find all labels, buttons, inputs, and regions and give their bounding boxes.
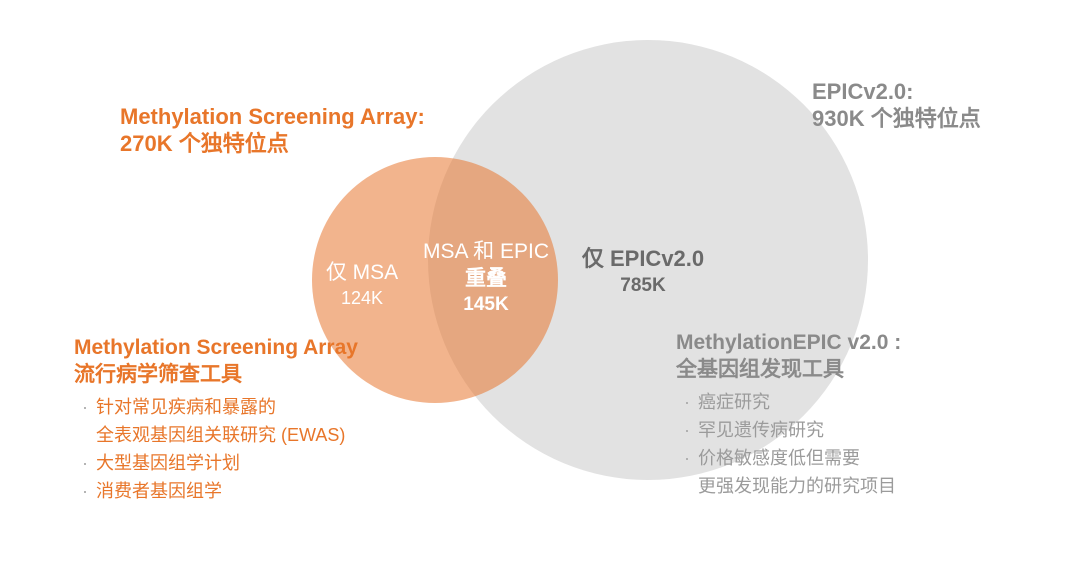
bullet-dot-icon: · [82, 453, 88, 473]
epic-info-title-line1: MethylationEPIC v2.0 : [676, 331, 902, 354]
epic-bullet-2: 罕见遗传病研究 [698, 420, 824, 440]
msa-info-bullets: · 针对常见疾病和暴露的 全表观基因组关联研究 (EWAS) · 大型基因组学计… [74, 393, 420, 505]
epic-bullet-3: 价格敏感度低但需要 更强发现能力的研究项目 [698, 444, 1046, 500]
msa-only-label: 仅 MSA 124K [302, 259, 422, 310]
msa-bullet-1-line1: 针对常见疾病和暴露的 [96, 397, 276, 417]
msa-info-block: Methylation Screening Array 流行病学筛查工具 · 针… [74, 334, 420, 505]
msa-bullet-1-line2: 全表观基因组关联研究 (EWAS) [96, 425, 346, 445]
list-item: · 价格敏感度低但需要 更强发现能力的研究项目 [676, 444, 1046, 500]
list-item: · 癌症研究 [676, 388, 1046, 416]
bullet-dot-icon: · [684, 448, 690, 468]
overlap-label-line2: 重叠 [465, 267, 507, 290]
epic-bullet-1: 癌症研究 [698, 392, 770, 412]
epic-bullet-3-line2: 更强发现能力的研究项目 [698, 476, 896, 496]
epic-info-bullets: · 癌症研究 · 罕见遗传病研究 · 价格敏感度低但需要 更强发现能力的研究项目 [676, 388, 1046, 500]
overlap-value: 145K [463, 294, 509, 315]
bullet-dot-icon: · [684, 392, 690, 412]
msa-only-label-text: 仅 MSA [325, 261, 399, 284]
epic-heading-line1: EPICv2.0: [812, 79, 914, 104]
bullet-dot-icon: · [684, 420, 690, 440]
epic-only-label-text: 仅 EPICv2.0 [581, 246, 705, 271]
msa-info-title-line1: Methylation Screening Array [74, 336, 358, 359]
epic-only-label: 仅 EPICv2.0 785K [568, 245, 718, 298]
epic-info-title-line2: 全基因组发现工具 [676, 358, 844, 381]
list-item: · 针对常见疾病和暴露的 全表观基因组关联研究 (EWAS) [74, 393, 420, 449]
list-item: · 消费者基因组学 [74, 477, 420, 505]
msa-circle [312, 157, 558, 403]
msa-info-title-line2: 流行病学筛查工具 [74, 363, 242, 386]
msa-only-value: 124K [340, 288, 384, 308]
msa-heading-line2: 270K 个独特位点 [120, 131, 289, 156]
msa-heading: Methylation Screening Array: 270K 个独特位点 [120, 103, 425, 157]
overlap-label-line1: MSA 和 EPIC [422, 240, 550, 263]
list-item: · 大型基因组学计划 [74, 449, 420, 477]
epic-only-value: 785K [620, 275, 666, 296]
msa-bullet-1: 针对常见疾病和暴露的 全表观基因组关联研究 (EWAS) [96, 393, 420, 449]
bullet-dot-icon: · [82, 481, 88, 501]
epic-bullet-3-line1: 价格敏感度低但需要 [698, 448, 860, 468]
list-item: · 罕见遗传病研究 [676, 416, 1046, 444]
epic-heading-line2: 930K 个独特位点 [812, 106, 981, 131]
msa-heading-line1: Methylation Screening Array: [120, 104, 425, 129]
msa-bullet-2: 大型基因组学计划 [96, 453, 240, 473]
epic-heading: EPICv2.0: 930K 个独特位点 [812, 78, 981, 132]
overlap-label: MSA 和 EPIC 重叠 145K [413, 238, 559, 318]
msa-bullet-3: 消费者基因组学 [96, 481, 222, 501]
epic-info-block: MethylationEPIC v2.0 : 全基因组发现工具 · 癌症研究 ·… [676, 329, 1046, 500]
bullet-dot-icon: · [82, 397, 88, 417]
